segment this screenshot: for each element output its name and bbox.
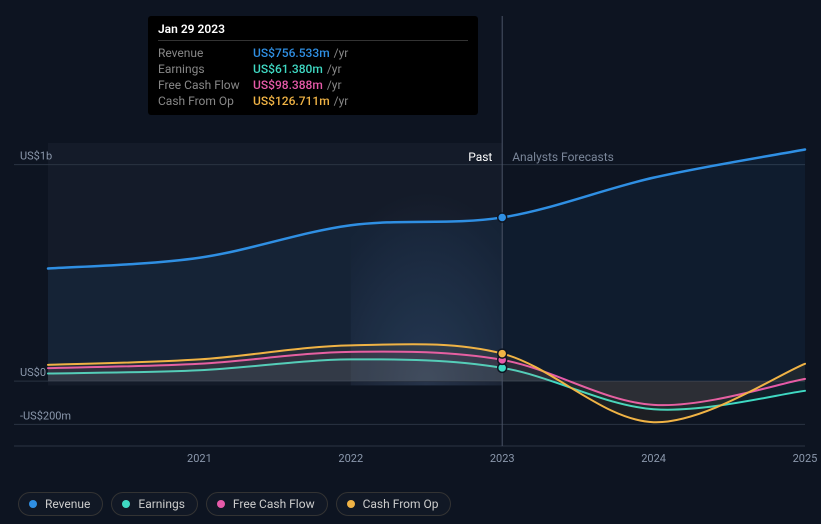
legend-dot-icon	[347, 500, 355, 508]
tooltip-row-value: US$756.533m	[253, 46, 330, 60]
svg-text:2022: 2022	[338, 452, 363, 465]
legend-item-revenue[interactable]: Revenue	[18, 492, 103, 516]
svg-text:-US$200m: -US$200m	[20, 409, 71, 422]
tooltip-row-label: Earnings	[158, 62, 253, 76]
svg-text:2025: 2025	[793, 452, 818, 465]
svg-text:2024: 2024	[641, 452, 666, 465]
legend-dot-icon	[122, 500, 130, 508]
marker-revenue	[498, 213, 507, 222]
svg-text:2021: 2021	[187, 452, 212, 465]
legend-item-label: Free Cash Flow	[233, 497, 315, 511]
legend-item-label: Revenue	[45, 497, 90, 511]
tooltip-row: EarningsUS$61.380m/yr	[158, 61, 468, 77]
tooltip-date: Jan 29 2023	[158, 22, 468, 41]
tooltip-row: Cash From OpUS$126.711m/yr	[158, 93, 468, 109]
legend-item-earnings[interactable]: Earnings	[111, 492, 198, 516]
legend-dot-icon	[217, 500, 225, 508]
tooltip-row-unit: /yr	[334, 46, 349, 60]
tooltip-row: RevenueUS$756.533m/yr	[158, 45, 468, 61]
svg-text:US$1b: US$1b	[20, 150, 52, 163]
tooltip-row-label: Cash From Op	[158, 94, 253, 108]
tooltip-row: Free Cash FlowUS$98.388m/yr	[158, 77, 468, 93]
section-label-past: Past	[468, 150, 492, 164]
tooltip-row-unit: /yr	[327, 62, 342, 76]
chart-tooltip: Jan 29 2023 RevenueUS$756.533m/yrEarning…	[148, 16, 478, 115]
financials-chart: US$1b US$0 -US$200m 2021 2022 2023 2024 2025 Pa…	[0, 0, 821, 524]
legend-dot-icon	[29, 500, 37, 508]
tooltip-row-label: Free Cash Flow	[158, 78, 253, 92]
legend-item-label: Earnings	[138, 497, 185, 511]
chart-legend: Revenue Earnings Free Cash Flow Cash From O…	[18, 492, 451, 516]
tooltip-row-unit: /yr	[327, 78, 342, 92]
tooltip-row-value: US$98.388m	[253, 78, 323, 92]
legend-item-label: Cash From Op	[363, 497, 439, 511]
tooltip-row-unit: /yr	[334, 94, 349, 108]
svg-text:2023: 2023	[490, 452, 515, 465]
tooltip-row-label: Revenue	[158, 46, 253, 60]
svg-text:US$0: US$0	[20, 366, 46, 379]
section-label-forecast: Analysts Forecasts	[512, 150, 614, 164]
marker-cash_from_op	[498, 349, 507, 358]
legend-item-free_cash_flow[interactable]: Free Cash Flow	[206, 492, 328, 516]
tooltip-row-value: US$61.380m	[253, 62, 323, 76]
legend-item-cash_from_op[interactable]: Cash From Op	[336, 492, 452, 516]
tooltip-row-value: US$126.711m	[253, 94, 330, 108]
